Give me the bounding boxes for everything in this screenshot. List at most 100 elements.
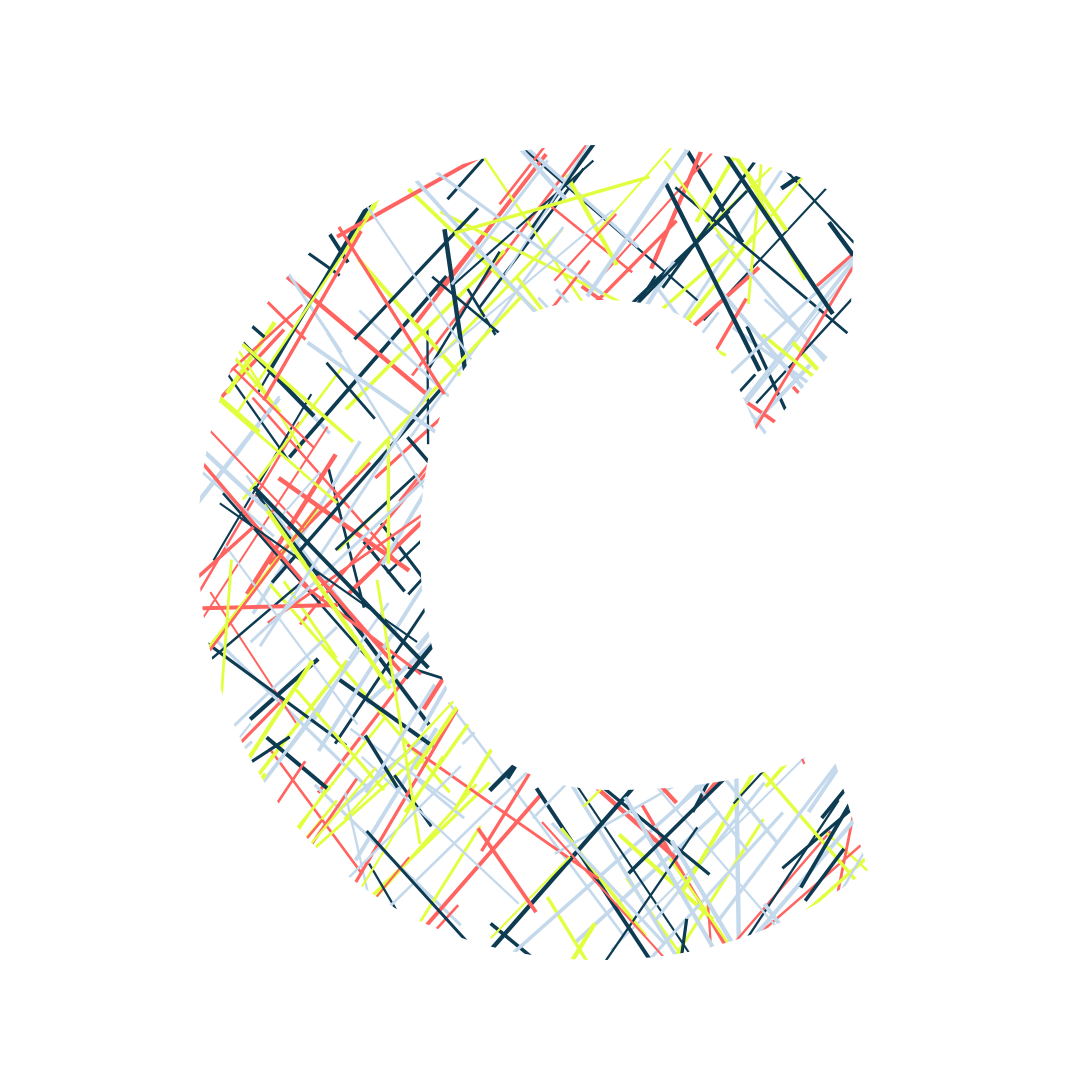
hatch-stroke	[553, 213, 618, 282]
hatch-stroke	[418, 493, 561, 733]
hatch-stroke	[209, 591, 297, 724]
hatch-stroke	[336, 145, 503, 239]
hatch-stroke	[461, 651, 558, 746]
hatch-stroke	[470, 314, 634, 531]
hatch-stroke	[678, 605, 768, 722]
hatch-stroke	[268, 747, 364, 876]
hatch-stroke	[343, 904, 460, 960]
hatch-stroke	[806, 704, 868, 814]
hatch-stroke	[198, 869, 261, 960]
hatch-stroke	[466, 288, 501, 342]
hatch-stroke	[560, 767, 717, 960]
hatch-stroke	[622, 350, 679, 419]
hatch-stroke	[731, 555, 832, 675]
hatch-stroke	[489, 922, 590, 960]
hatch-stroke	[546, 444, 857, 509]
hatch-stroke	[682, 799, 840, 960]
hatch-stroke	[198, 722, 252, 856]
hatch-stroke	[280, 145, 296, 234]
hatch-stroke	[555, 288, 693, 450]
hatch-stroke	[780, 145, 868, 191]
hatch-stroke	[668, 620, 801, 763]
hatch-stroke	[761, 521, 868, 695]
hatch-stroke	[198, 300, 305, 530]
hatch-stroke	[298, 580, 422, 676]
hatch-stroke	[213, 292, 266, 339]
hatch-stroke	[521, 650, 586, 715]
hatch-stroke	[729, 584, 868, 815]
hatch-stroke	[224, 544, 359, 726]
hatch-stroke	[222, 492, 377, 668]
hatch-stroke	[541, 447, 668, 598]
hatch-stroke	[447, 701, 626, 938]
hatch-stroke	[763, 677, 806, 765]
hatch-stroke	[229, 165, 349, 324]
hatch-stroke	[672, 830, 832, 960]
hatch-stroke	[769, 677, 822, 744]
hatch-stroke	[198, 723, 364, 896]
hatch-stroke	[198, 722, 253, 819]
hatch-stroke	[273, 148, 350, 264]
hatch-stroke	[580, 408, 763, 663]
hatch-stroke	[669, 839, 762, 960]
hatch-stroke	[347, 405, 542, 596]
hatch-stroke	[198, 409, 310, 589]
hatch-stroke	[706, 900, 718, 960]
hatch-stroke	[605, 675, 837, 717]
hatch-stroke	[198, 754, 378, 950]
hatch-stroke	[738, 525, 868, 740]
hatch-stroke	[827, 220, 868, 338]
hatch-stroke	[491, 383, 582, 454]
hatch-stroke	[704, 547, 802, 629]
hatch-stroke	[198, 145, 300, 301]
hatch-stroke	[664, 182, 762, 372]
hatch-stroke	[715, 744, 853, 924]
hatch-stroke	[453, 741, 498, 812]
hatch-stroke	[498, 145, 577, 206]
hatch-stroke	[855, 521, 868, 711]
hatch-stroke	[814, 773, 863, 960]
hatch-stroke	[468, 485, 649, 657]
hatch-stroke	[541, 821, 715, 960]
hatch-stroke	[583, 471, 688, 586]
hatch-stroke	[522, 679, 569, 749]
hatch-stroke	[756, 379, 868, 546]
hatch-stroke	[198, 386, 269, 513]
hatch-stroke	[627, 688, 816, 875]
hatch-stroke	[486, 145, 640, 249]
hatch-stroke	[299, 145, 377, 201]
hatch-stroke	[225, 320, 277, 395]
hatch-stroke	[663, 159, 740, 260]
hatch-stroke	[198, 150, 339, 309]
hatch-stroke	[866, 822, 868, 960]
hatch-stroke	[791, 385, 868, 545]
hatch-stroke	[761, 333, 868, 461]
hatch-stroke	[406, 150, 605, 296]
hatch-stroke	[510, 631, 610, 744]
hatch-stroke	[678, 497, 736, 550]
hatch-stroke	[198, 328, 286, 494]
hatch-stroke	[789, 338, 868, 504]
hatch-stroke	[642, 524, 715, 584]
hatch-stroke	[781, 778, 868, 870]
hatch-stroke	[353, 727, 439, 862]
hatch-stroke	[198, 525, 255, 580]
hatch-stroke	[241, 366, 344, 501]
hatch-stroke	[240, 766, 377, 926]
hatch-stroke	[198, 839, 301, 937]
hatch-stroke	[450, 159, 595, 288]
hatch-stroke	[615, 613, 757, 751]
hatch-stroke	[198, 426, 329, 631]
hatch-stroke	[198, 735, 291, 866]
hatch-stroke	[724, 867, 868, 960]
hatch-stroke	[529, 501, 753, 723]
hatch-stroke	[560, 650, 617, 740]
hatch-stroke	[353, 207, 480, 341]
hatch-stroke	[426, 250, 501, 372]
hatch-stroke	[668, 857, 820, 960]
hatch-stroke	[216, 192, 314, 310]
hatch-stroke	[822, 394, 857, 451]
hatch-stroke	[198, 246, 282, 414]
hatch-stroke	[343, 792, 399, 960]
